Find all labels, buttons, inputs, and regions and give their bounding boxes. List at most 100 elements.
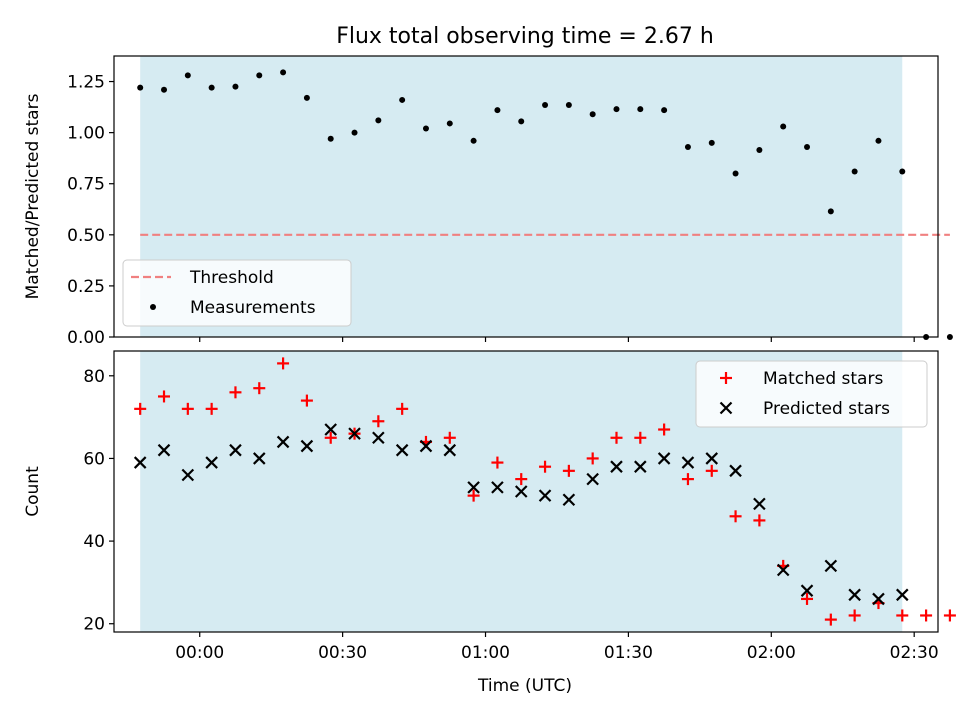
predicted-point <box>276 435 290 449</box>
predicted-point <box>848 588 861 602</box>
matched-point <box>729 510 742 523</box>
matched-point <box>443 431 456 444</box>
predicted-point <box>872 592 885 606</box>
predicted-point <box>562 493 576 507</box>
predicted-point <box>395 443 409 457</box>
predicted-point <box>610 460 623 473</box>
measurement-point <box>708 139 715 146</box>
legend-label: Matched stars <box>763 369 883 389</box>
matched-point <box>277 357 290 370</box>
measurement-point <box>827 208 834 215</box>
measurement-point <box>875 137 882 144</box>
predicted-point <box>753 497 766 511</box>
matched-point <box>634 431 647 444</box>
predicted-point <box>729 464 742 478</box>
x-tick-label: 00:30 <box>318 643 367 663</box>
y-tick-label: 80 <box>83 367 105 387</box>
predicted-point <box>467 481 480 494</box>
measurement-point <box>208 84 215 91</box>
matched-point <box>920 609 933 622</box>
measurement-point <box>899 168 906 175</box>
measurement-point <box>327 135 334 142</box>
x-tick-label: 02:00 <box>747 643 796 663</box>
legend-predicted-swatch <box>719 401 733 415</box>
matched-point <box>396 402 409 415</box>
matched-point <box>372 415 385 428</box>
matched-point <box>943 609 956 622</box>
y-tick-label: 1.25 <box>67 73 105 93</box>
measurement-point <box>375 117 382 124</box>
y-tick-label: 0.75 <box>67 175 105 195</box>
series-predicted-stars <box>133 423 909 606</box>
measurement-point <box>303 94 310 101</box>
matched-point <box>324 431 337 444</box>
matched-point <box>658 423 671 436</box>
matched-point <box>801 592 814 605</box>
predicted-point <box>133 456 147 469</box>
measurement-point <box>542 102 549 109</box>
ratio-panel: 0.00 0.25 0.50 0.75 1.00 1.25 Matched/Predicte… <box>23 55 953 348</box>
predicted-point <box>419 439 433 453</box>
matched-point <box>896 609 909 622</box>
predicted-point <box>348 427 361 440</box>
measurement-point <box>422 125 429 132</box>
matched-point <box>205 402 218 415</box>
matched-point <box>681 473 694 486</box>
legend: Threshold Measurements <box>122 259 352 327</box>
predicted-point <box>205 456 218 469</box>
predicted-point <box>538 489 552 502</box>
x-axis-label: Time (UTC) <box>477 676 572 696</box>
predicted-point <box>324 423 337 436</box>
measurement-point <box>851 168 858 175</box>
measurement-point <box>280 69 287 76</box>
predicted-point <box>586 472 599 486</box>
predicted-point <box>681 456 695 469</box>
x-tick-label: 02:30 <box>890 643 939 663</box>
chart-title: Flux total observing time = 2.67 h <box>336 24 714 49</box>
measurement-point <box>684 143 691 150</box>
predicted-point <box>776 563 790 577</box>
matched-point <box>705 464 718 477</box>
measurement-point <box>399 96 406 103</box>
legend: Matched stars Predicted stars <box>695 360 928 428</box>
predicted-point <box>895 588 909 602</box>
measurement-point <box>613 106 620 113</box>
predicted-point <box>372 431 385 445</box>
legend-box <box>695 360 928 428</box>
measurement-point <box>946 334 953 340</box>
predicted-point <box>157 443 171 457</box>
axes-frame <box>113 350 939 633</box>
legend-box <box>122 259 352 327</box>
matched-point <box>753 514 766 527</box>
predicted-point <box>800 584 814 597</box>
y-tick-label: 20 <box>83 615 105 635</box>
measurement-point <box>470 137 477 144</box>
matched-point <box>158 390 171 403</box>
count-panel: 00:00 00:30 01:00 01:30 02:00 02:30 20 40 60 80 Co… <box>23 350 956 663</box>
y-axis-label: Matched/Predicted stars <box>23 93 43 299</box>
matched-point <box>300 394 313 407</box>
measurement-point <box>232 83 239 90</box>
measurement-point <box>137 84 144 91</box>
x-tick-label: 01:30 <box>604 643 653 663</box>
matched-point <box>562 464 575 477</box>
matched-point <box>134 402 147 415</box>
measurement-point <box>161 86 168 93</box>
y-tick-label: 0.25 <box>67 277 105 297</box>
measurement-point <box>804 143 811 150</box>
predicted-point <box>181 468 195 482</box>
legend-matched-swatch <box>720 372 732 384</box>
measurement-point <box>756 147 763 154</box>
matched-point <box>229 386 242 399</box>
legend-measurements-swatch <box>150 304 156 310</box>
predicted-point <box>634 460 647 473</box>
series-measurements <box>137 69 953 340</box>
measurement-point <box>494 107 501 114</box>
legend-label: Measurements <box>190 298 316 318</box>
matched-point <box>848 609 861 622</box>
predicted-point <box>443 443 457 457</box>
predicted-point <box>252 452 266 465</box>
matched-point <box>610 431 623 444</box>
legend-label: Predicted stars <box>763 399 890 419</box>
